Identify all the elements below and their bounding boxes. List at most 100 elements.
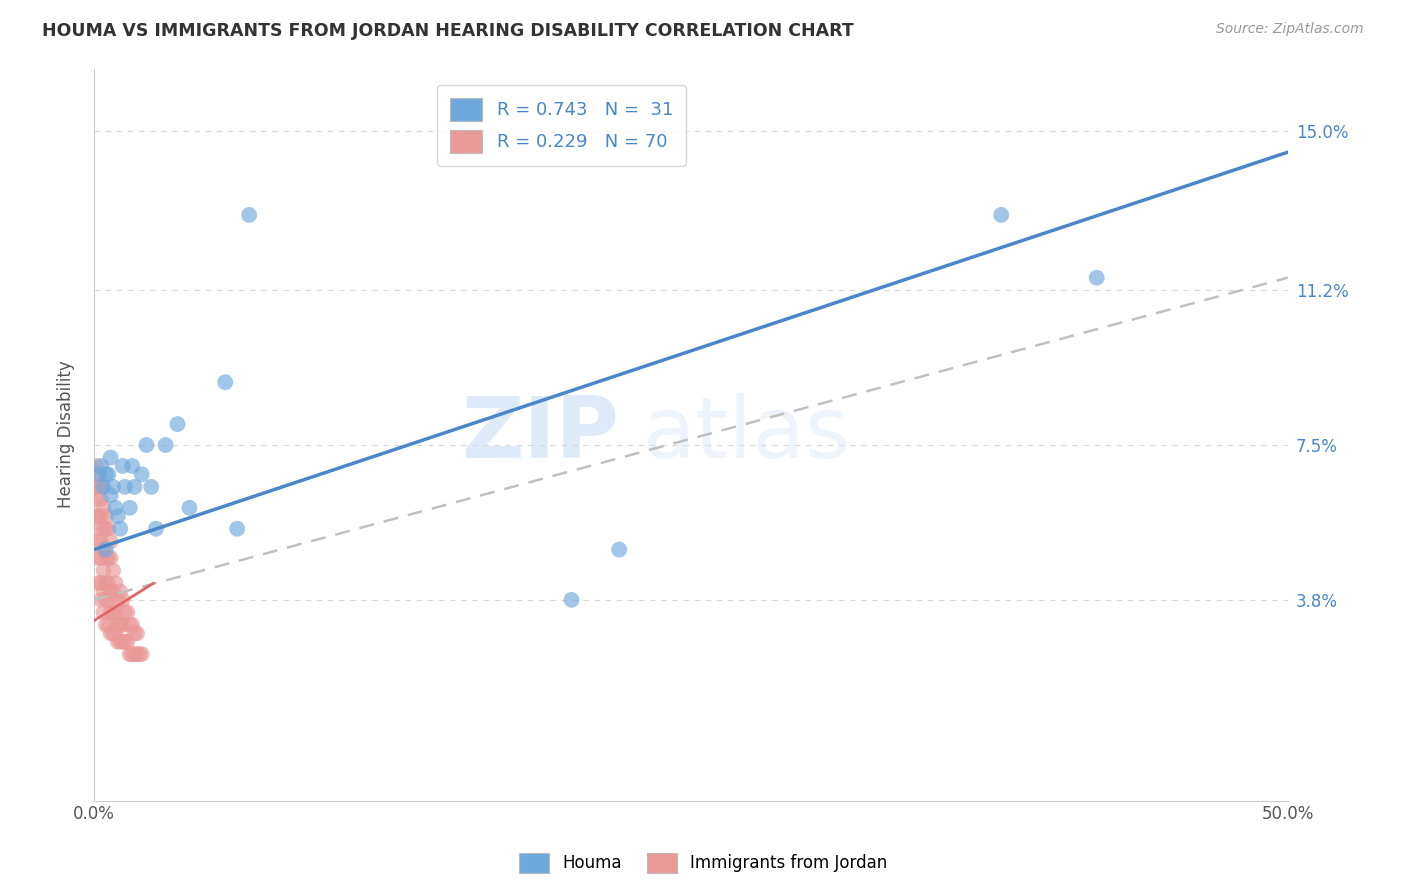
Point: [87, 480, 110, 494]
Text: atlas: atlas: [643, 393, 851, 476]
Point: [93, 480, 115, 494]
Point: [131, 647, 153, 661]
Point: [101, 626, 124, 640]
Point: [108, 618, 131, 632]
Point: [101, 564, 124, 578]
Point: [135, 438, 157, 452]
Point: [94, 576, 117, 591]
Point: [118, 647, 141, 661]
Point: [117, 634, 139, 648]
Point: [121, 647, 143, 661]
Point: [87, 551, 110, 566]
Point: [87, 467, 110, 482]
Point: [108, 584, 131, 599]
Point: [90, 576, 112, 591]
Point: [90, 480, 112, 494]
Point: [107, 634, 129, 648]
Point: [86, 480, 108, 494]
Point: [101, 606, 124, 620]
Point: [155, 438, 177, 452]
Point: [97, 592, 120, 607]
Point: [104, 500, 127, 515]
Point: [94, 522, 117, 536]
Point: [90, 458, 112, 473]
Point: [117, 606, 139, 620]
Point: [111, 618, 134, 632]
Point: [179, 500, 201, 515]
Point: [125, 626, 148, 640]
Point: [111, 458, 134, 473]
Point: [90, 592, 112, 607]
Point: [238, 208, 260, 222]
Point: [93, 522, 115, 536]
Point: [86, 509, 108, 524]
Point: [97, 618, 120, 632]
Point: [107, 509, 129, 524]
Point: [93, 542, 115, 557]
Point: [114, 634, 136, 648]
Point: [607, 542, 630, 557]
Point: [111, 634, 134, 648]
Point: [131, 467, 153, 482]
Point: [990, 208, 1012, 222]
Point: [118, 618, 141, 632]
Point: [118, 500, 141, 515]
Point: [104, 626, 127, 640]
Point: [101, 584, 124, 599]
Point: [100, 626, 122, 640]
Point: [141, 480, 163, 494]
Point: [107, 592, 129, 607]
Point: [128, 647, 150, 661]
Point: [100, 450, 122, 465]
Point: [87, 509, 110, 524]
Point: [100, 606, 122, 620]
Point: [100, 534, 122, 549]
Point: [86, 522, 108, 536]
Point: [114, 480, 136, 494]
Point: [166, 417, 188, 431]
Point: [93, 606, 115, 620]
Point: [86, 492, 108, 507]
Legend: R = 0.743   N =  31, R = 0.229   N = 70: R = 0.743 N = 31, R = 0.229 N = 70: [437, 85, 686, 166]
Point: [121, 618, 143, 632]
Legend: Houma, Immigrants from Jordan: Houma, Immigrants from Jordan: [512, 847, 894, 880]
Point: [90, 534, 112, 549]
Point: [94, 509, 117, 524]
Point: [124, 647, 146, 661]
Point: [121, 458, 143, 473]
Point: [145, 522, 167, 536]
Point: [97, 576, 120, 591]
Point: [107, 618, 129, 632]
Point: [114, 606, 136, 620]
Point: [97, 522, 120, 536]
Point: [124, 480, 146, 494]
Point: [214, 376, 236, 390]
Point: [104, 606, 127, 620]
Point: [87, 534, 110, 549]
Text: Source: ZipAtlas.com: Source: ZipAtlas.com: [1216, 22, 1364, 37]
Point: [108, 522, 131, 536]
Point: [100, 488, 122, 502]
Point: [94, 592, 117, 607]
Point: [125, 647, 148, 661]
Text: HOUMA VS IMMIGRANTS FROM JORDAN HEARING DISABILITY CORRELATION CHART: HOUMA VS IMMIGRANTS FROM JORDAN HEARING …: [42, 22, 853, 40]
Point: [101, 480, 124, 494]
Point: [93, 564, 115, 578]
Point: [93, 584, 115, 599]
Point: [90, 551, 112, 566]
Point: [86, 458, 108, 473]
Point: [94, 618, 117, 632]
Point: [111, 592, 134, 607]
Point: [97, 467, 120, 482]
Point: [108, 634, 131, 648]
Point: [97, 551, 120, 566]
Point: [124, 626, 146, 640]
Point: [100, 584, 122, 599]
Point: [87, 467, 110, 482]
Point: [94, 542, 117, 557]
Point: [104, 576, 127, 591]
Point: [94, 551, 117, 566]
Point: [1085, 270, 1108, 285]
Point: [560, 592, 582, 607]
Point: [87, 576, 110, 591]
